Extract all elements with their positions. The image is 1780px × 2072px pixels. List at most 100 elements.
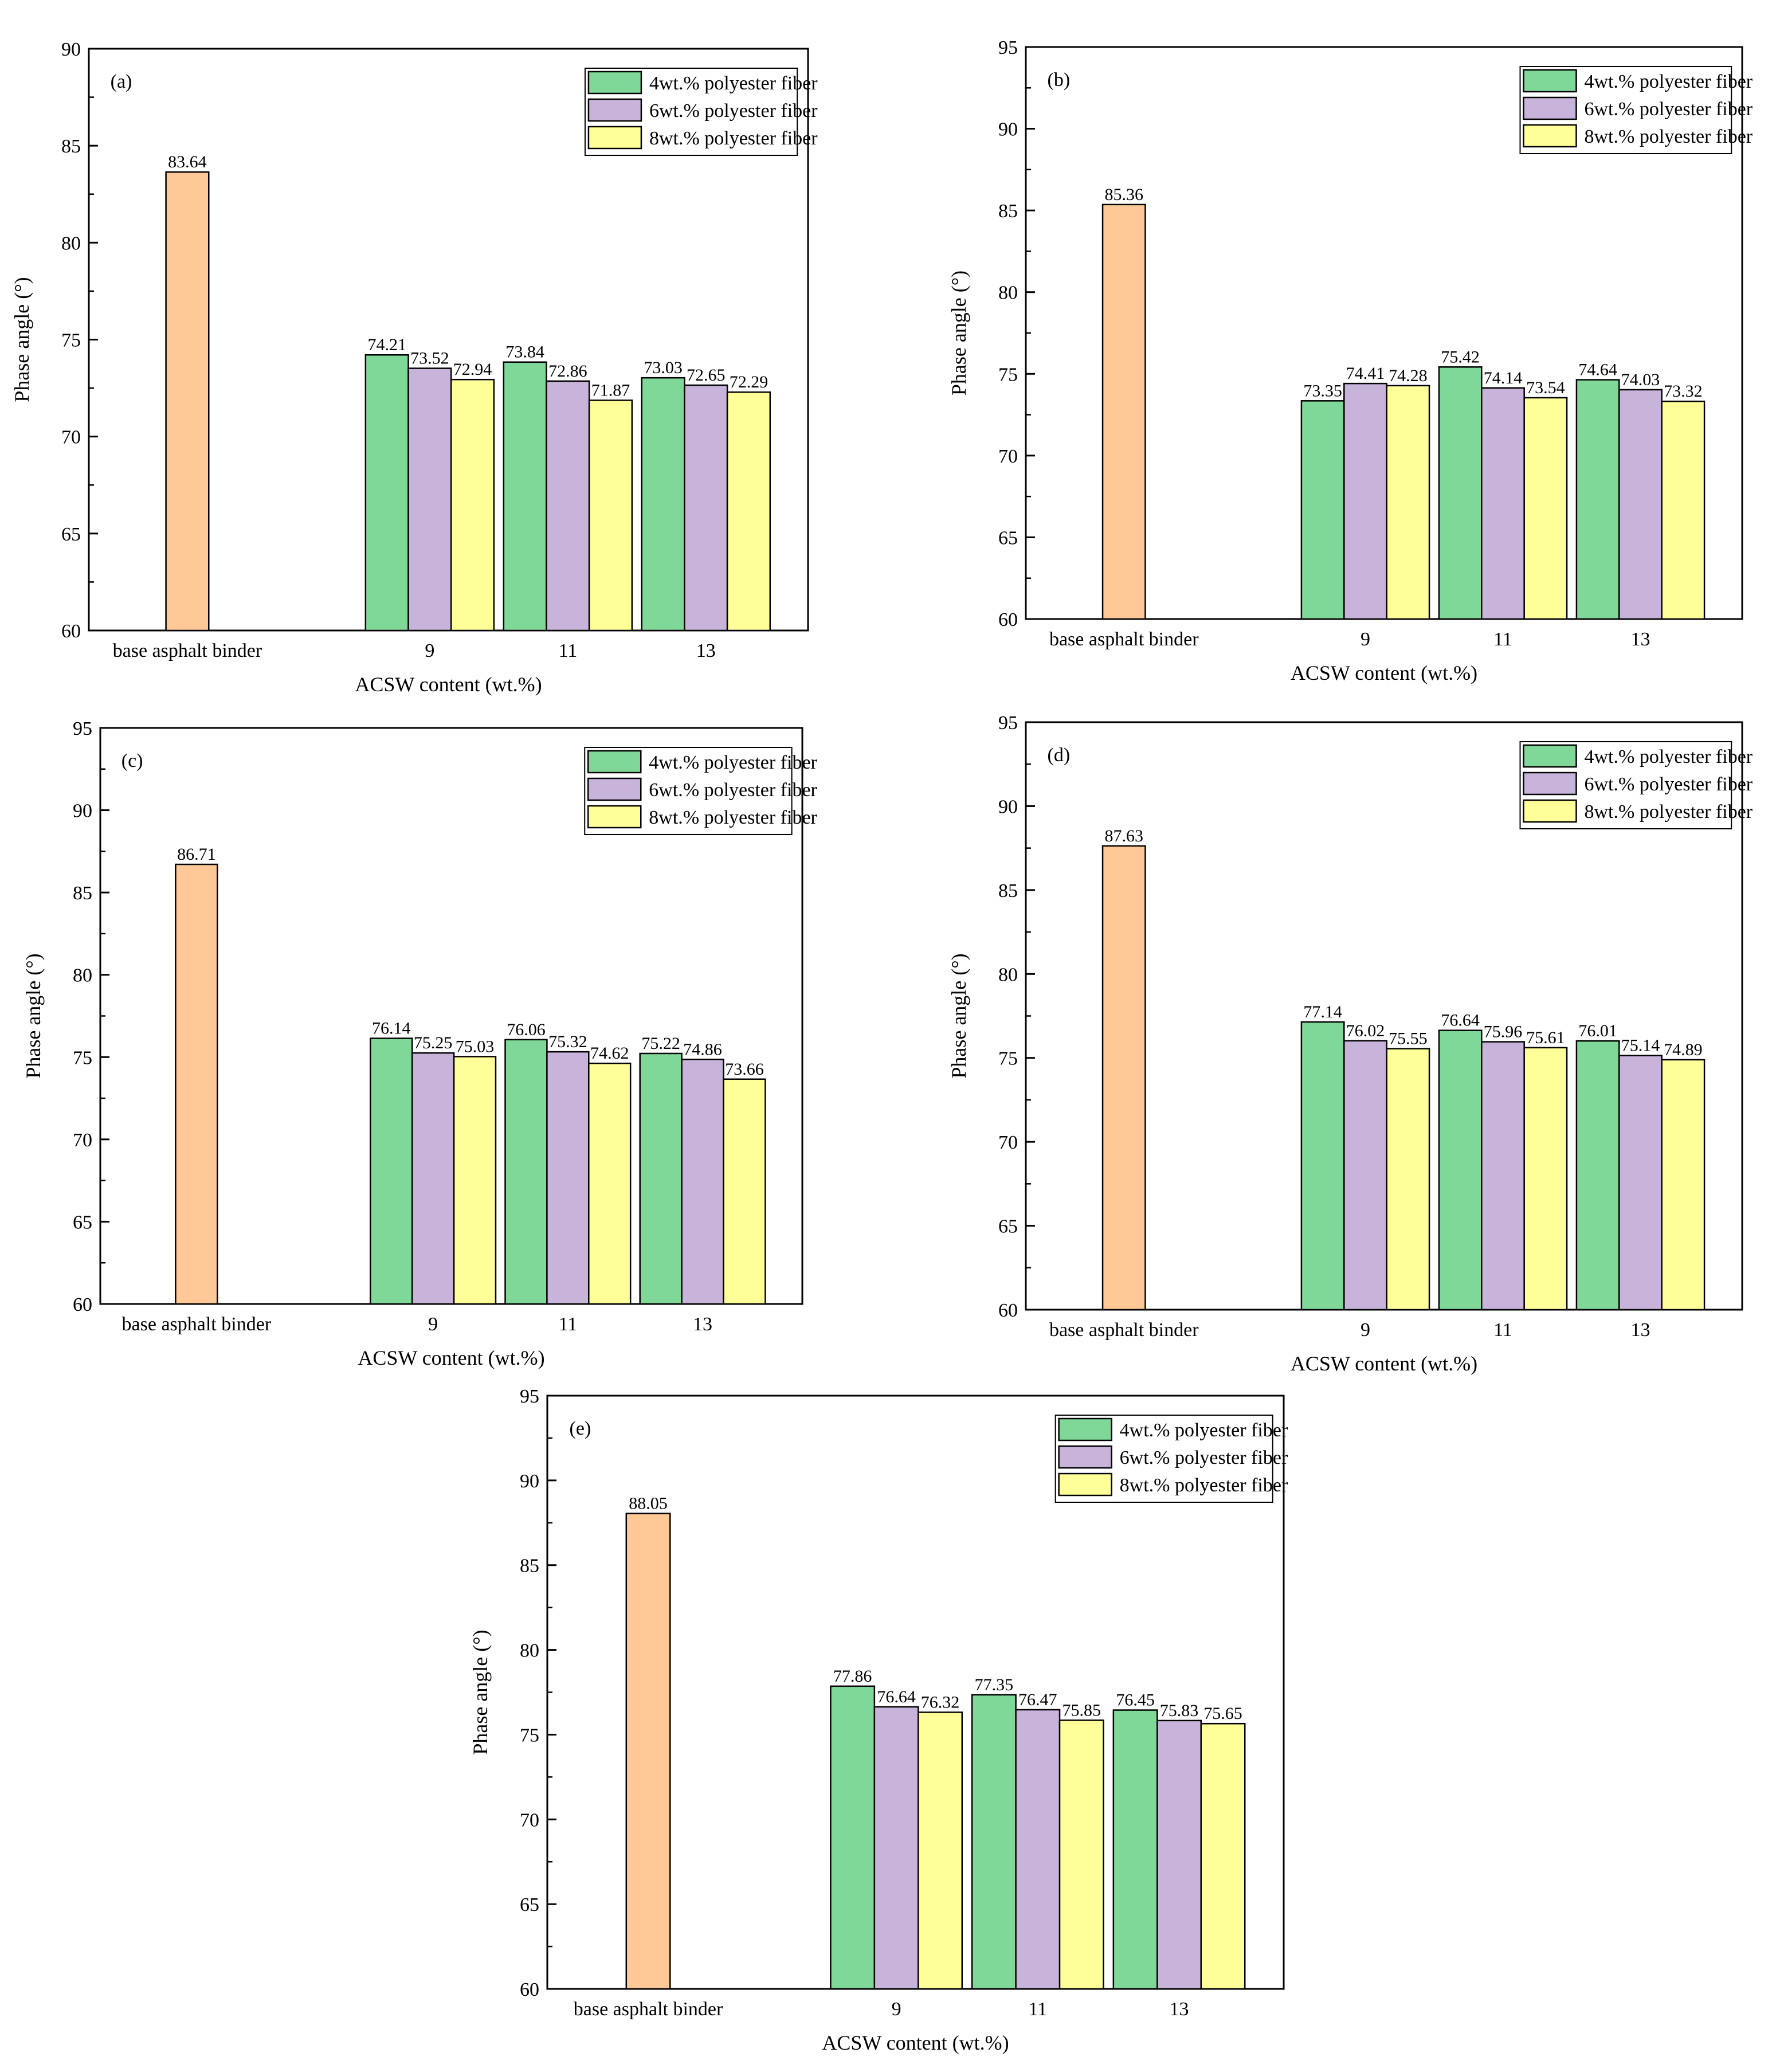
data-label: 73.03 [644,358,683,377]
legend: 4wt.% polyester fiber 6wt.% polyester fib… [584,747,818,835]
chart-panel-a: 60 65 70 75 80 85 90 Phase angle (°) ACSW conten… [10,39,818,696]
bar-fiber-4wt [1112,1709,1158,1990]
legend-entry: 6wt.% polyester fiber [1120,1447,1288,1468]
data-label: 75.14 [1621,1036,1660,1055]
data-label: 75.55 [1389,1029,1428,1048]
y-tick-label: 60 [61,621,81,642]
bar-fiber-4wt [504,1039,548,1305]
legend-entry: 4wt.% polyester fiber [1585,71,1753,92]
x-axis-title: ACSW content (wt.%) [358,1346,544,1369]
y-axis-title: Phase angle (°) [947,271,970,395]
x-tick-label: 13 [693,1314,712,1335]
y-tick-label: 65 [73,1212,92,1233]
y-tick-label: 70 [520,1809,539,1831]
y-tick-label: 95 [998,37,1018,58]
legend: 4wt.% polyester fiber 6wt.% polyester fib… [1519,66,1753,154]
bar-fiber-8wt [588,399,633,632]
y-tick-label: 90 [998,119,1018,140]
x-tick-label: 11 [558,1314,577,1335]
y-tick-label: 95 [998,712,1018,734]
y-tick-label: 85 [520,1556,539,1577]
bar-fiber-8wt [1523,397,1568,620]
bar-fiber-4wt [364,354,409,632]
data-label: 76.14 [372,1019,411,1038]
x-tick-label: 9 [1361,1319,1370,1341]
data-label: 75.42 [1441,347,1480,366]
data-label: 72.86 [548,362,587,381]
x-tick-label: 11 [1028,1999,1047,2020]
y-tick-label: 85 [73,883,92,904]
bar-fiber-6wt [681,1059,724,1305]
x-tick-label: 9 [428,1314,438,1335]
data-label: 75.32 [548,1032,587,1051]
bar-fiber-6wt [1481,1041,1525,1311]
data-label: 75.22 [641,1034,680,1053]
bar-fiber-8wt [588,1062,632,1305]
x-axis-title: ACSW content (wt.%) [355,673,542,696]
legend-entry: 8wt.% polyester fiber [1585,801,1753,822]
bar-fiber-4wt [639,1052,683,1305]
data-label: 76.64 [877,1687,916,1706]
bar-fiber-6wt [1156,1720,1202,1990]
bar-fiber-4wt [1300,1021,1345,1311]
y-tick-label: 70 [998,446,1018,467]
y-tick-label: 65 [998,1216,1018,1237]
data-label: 71.87 [591,381,630,399]
data-label: 76.45 [1116,1691,1155,1710]
legend-swatch-6wt [1523,771,1577,796]
legend-entry: 4wt.% polyester fiber [1120,1420,1288,1441]
y-tick-label: 75 [998,1048,1018,1070]
chart-panel-d: 60 65 70 75 80 85 90 95 Phase angle (°) ACSW cont… [947,712,1753,1375]
x-axis-title: ACSW content (wt.%) [822,2031,1009,2054]
y-tick-label: 85 [998,880,1018,902]
bar-fiber-8wt [1386,1048,1430,1311]
x-axis-title: ACSW content (wt.%) [1291,1352,1477,1375]
panel-label: (b) [1048,69,1071,91]
bar-fiber-8wt [1523,1047,1568,1311]
y-tick-label: 65 [998,527,1018,549]
data-label: 87.63 [1105,827,1144,845]
x-tick-label: 13 [1631,629,1650,650]
legend-entry: 6wt.% polyester fiber [1585,99,1753,120]
legend-swatch-4wt [587,750,642,774]
panel-label: (c) [121,750,143,771]
y-axis-title: Phase angle (°) [469,1630,492,1754]
legend-swatch-6wt [1523,96,1577,120]
x-tick-label: 9 [892,1999,901,2020]
data-label: 74.64 [1578,361,1617,379]
data-label: 77.35 [975,1675,1014,1694]
data-label: 88.05 [629,1494,668,1513]
chart-panel-e: 60 65 70 75 80 85 90 95 Phase angle (°) ACSW cont… [469,1386,1288,2054]
legend-swatch-8wt [1523,124,1577,148]
y-tick-label: 90 [998,796,1018,817]
legend: 4wt.% polyester fiber 6wt.% polyester fib… [1054,1415,1288,1503]
y-tick-label: 85 [998,201,1018,222]
x-tick-label: 9 [1361,629,1370,650]
data-label: 74.28 [1389,366,1428,385]
legend-swatch-4wt [1523,744,1577,768]
y-tick-label: 60 [998,1300,1018,1321]
bar-fiber-4wt [641,377,685,632]
data-label: 75.83 [1160,1701,1199,1720]
data-label: 74.86 [683,1040,722,1059]
data-label: 85.36 [1105,185,1144,204]
legend-swatch-8wt [587,126,642,150]
legend-entry: 6wt.% polyester fiber [649,780,817,801]
legend-swatch-6wt [587,777,642,801]
legend-swatch-8wt [587,805,642,829]
bar-fiber-4wt [1300,400,1345,620]
legend-entry: 6wt.% polyester fiber [1585,774,1753,795]
data-label: 73.52 [410,349,449,368]
y-tick-label: 75 [998,364,1018,385]
bar-base-asphalt-binder [625,1513,671,1990]
data-label: 73.54 [1526,378,1565,397]
x-tick-label: base asphalt binder [1049,1319,1199,1341]
y-tick-label: 95 [73,718,92,739]
data-label: 73.66 [725,1060,764,1079]
legend: 4wt.% polyester fiber 6wt.% polyester fib… [1519,741,1753,829]
x-tick-label: 11 [558,640,577,661]
bar-fiber-6wt [546,1051,590,1305]
bar-fiber-6wt [1618,389,1663,620]
legend-swatch-8wt [1058,1472,1112,1497]
x-tick-label: base asphalt binder [113,640,262,661]
